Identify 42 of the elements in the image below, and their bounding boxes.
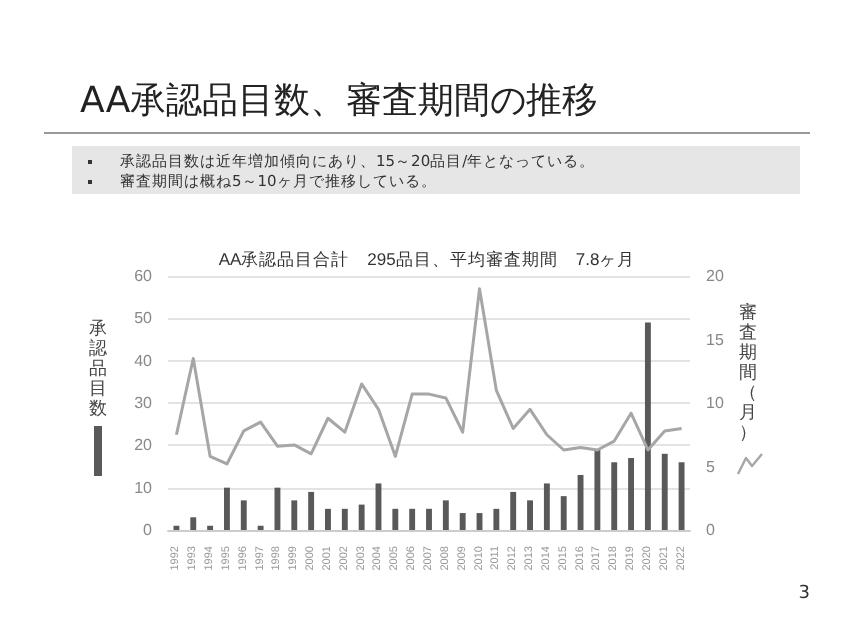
bar — [392, 508, 399, 530]
bar — [442, 500, 449, 530]
y-tick-label: 10 — [134, 478, 154, 497]
y2-tick-label: 10 — [706, 394, 725, 412]
bar — [493, 508, 500, 530]
bar — [426, 508, 432, 530]
y-axis-title: 承認品目数 — [88, 320, 108, 420]
bar — [190, 517, 197, 530]
bar — [543, 483, 550, 530]
bar — [594, 449, 601, 530]
bar — [358, 504, 365, 530]
bar — [459, 513, 466, 530]
y2-tick-label: 15 — [706, 330, 725, 349]
y2-tick-label: 0 — [706, 521, 716, 539]
bar — [341, 508, 348, 530]
bar — [560, 496, 567, 530]
y-tick-label: 20 — [134, 436, 154, 455]
bar — [678, 462, 685, 530]
y-tick-label: 40 — [134, 351, 154, 370]
bar — [291, 500, 298, 530]
line-series — [174, 287, 684, 466]
y2-axis-title: 審査期間（月） — [738, 304, 758, 444]
text: 3 — [798, 584, 810, 604]
bar — [240, 500, 247, 530]
y2-tick-label: 20 — [706, 267, 725, 285]
bar — [661, 453, 668, 530]
bar — [527, 500, 533, 530]
bar — [510, 491, 517, 530]
bar — [644, 322, 651, 530]
y-tick-label: 50 — [134, 309, 154, 328]
y2-tick-label: 5 — [706, 457, 716, 476]
bar — [628, 458, 635, 530]
chart-title: AA承認品目数、審査期間の推移 — [80, 78, 599, 124]
bar — [611, 462, 618, 530]
bar — [223, 487, 230, 530]
y-tick-label: 30 — [134, 394, 154, 412]
y-tick-label: 0 — [143, 521, 154, 539]
bar — [409, 508, 416, 530]
y-tick-label: 60 — [134, 267, 154, 285]
bar — [308, 491, 315, 530]
chart-subtitle: AA承認品目合計 295品目、平均審査期間 7.8ヶ月 — [218, 249, 636, 269]
bar — [325, 508, 331, 530]
